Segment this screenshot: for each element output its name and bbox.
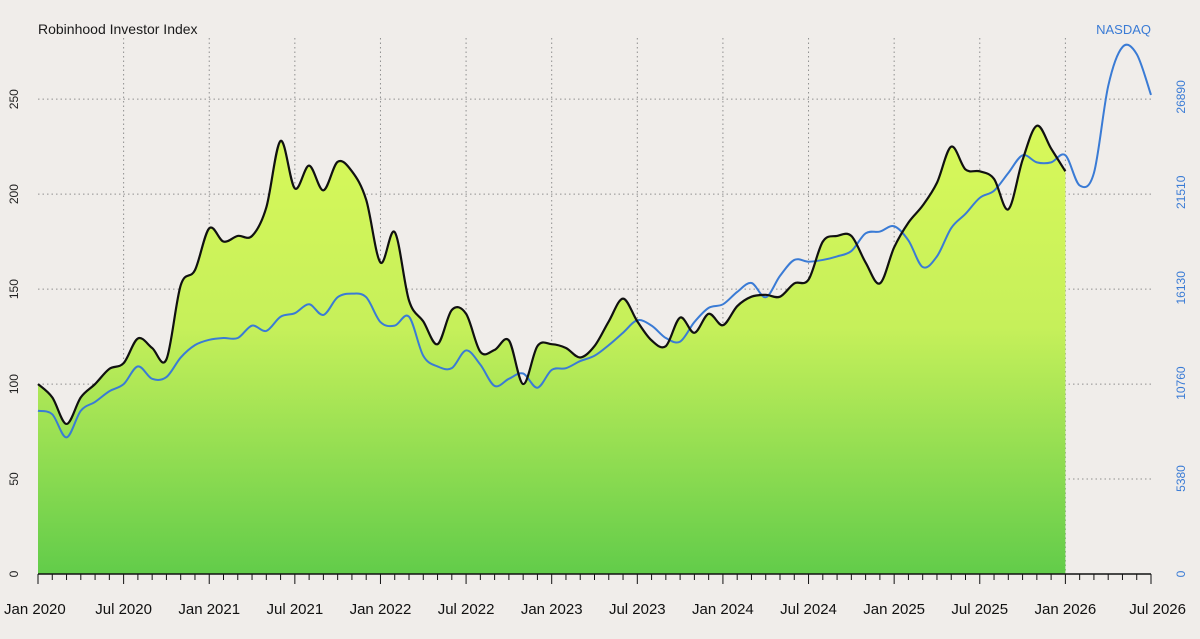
index-area [38,125,1066,574]
y-left-tick-label: 100 [7,374,21,394]
x-tick-label: Jul 2021 [266,601,323,618]
y-right-tick-label: 26890 [1174,80,1188,114]
x-tick-label: Jul 2024 [780,601,837,618]
investor-index-line [37,124,1067,426]
x-tick-label: Jan 2020 [4,601,66,618]
y-right-tick-label: 0 [1174,570,1188,577]
y-right-tick-label: 16130 [1174,271,1188,305]
line-layer [37,43,1152,439]
y-left-tick-label: 200 [7,184,21,204]
y-right-tick-label: 5380 [1174,465,1188,492]
x-tick-label: Jul 2026 [1129,601,1186,618]
x-tick-label: Jan 2026 [1035,601,1097,618]
axes: 0 50 100 150 200 250 0 5380 10760 16130 21510 26890… [4,80,1188,618]
x-tick-label: Jul 2022 [438,601,495,618]
x-tick-label: Jan 2024 [692,601,754,618]
y-right-tick-label: 21510 [1174,175,1188,209]
legend-label-nasdaq: NASDAQ [1096,22,1151,37]
x-tick-label: Jan 2022 [350,601,412,618]
y-right-tick-label: 10760 [1174,366,1188,400]
chart-title: Robinhood Investor Index [38,21,198,37]
area-layer [38,125,1066,574]
nasdaq-line [37,43,1152,439]
x-tick-label: Jul 2020 [95,601,152,618]
x-tick-label: Jan 2021 [178,601,240,618]
y-left-tick-label: 50 [7,472,21,486]
x-tick-label: Jan 2023 [521,601,583,618]
x-tick-label: Jul 2025 [951,601,1008,618]
y-left-tick-label: 250 [7,89,21,109]
x-tick-label: Jan 2025 [863,601,925,618]
y-left-tick-label: 150 [7,279,21,299]
x-tick-label: Jul 2023 [609,601,666,618]
y-left-tick-label: 0 [7,570,21,577]
